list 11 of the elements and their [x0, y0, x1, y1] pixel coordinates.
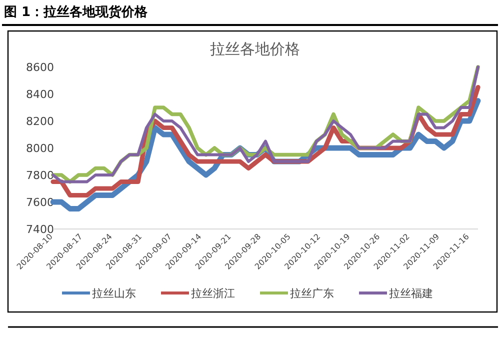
y-tick-label: 7800: [26, 169, 54, 182]
y-tick-label: 8600: [26, 61, 54, 74]
chart-subtitle: 拉丝各地价格: [210, 40, 300, 58]
y-tick-label: 8400: [26, 88, 54, 101]
legend-label: 拉丝广东: [290, 287, 334, 300]
legend-label: 拉丝福建: [389, 287, 433, 300]
y-tick-label: 8200: [26, 115, 54, 128]
legend-label: 拉丝山东: [92, 287, 136, 300]
y-tick-label: 8000: [26, 142, 54, 155]
chart-title: 图 1：拉丝各地现货价格: [4, 4, 149, 20]
legend-label: 拉丝浙江: [191, 287, 235, 300]
